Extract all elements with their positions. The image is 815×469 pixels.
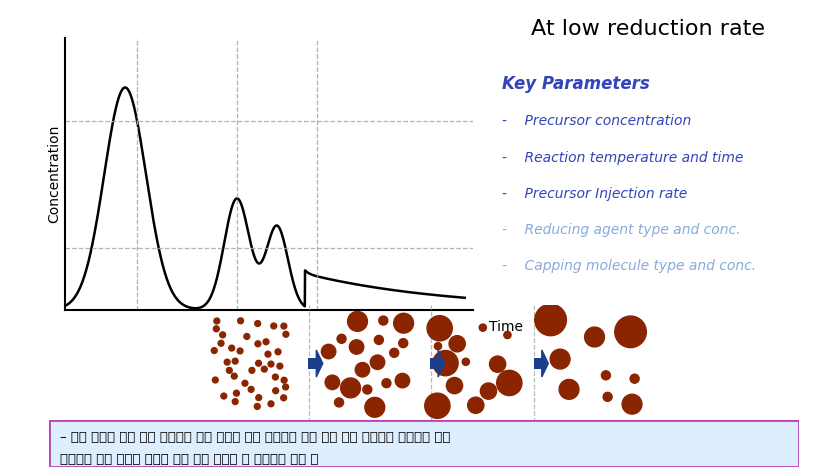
- Circle shape: [630, 374, 639, 383]
- Circle shape: [255, 321, 261, 326]
- Circle shape: [262, 366, 267, 372]
- Circle shape: [468, 397, 484, 413]
- Circle shape: [341, 378, 360, 398]
- Circle shape: [227, 367, 232, 373]
- Circle shape: [425, 393, 450, 418]
- Circle shape: [394, 313, 413, 333]
- Circle shape: [249, 386, 254, 392]
- Circle shape: [603, 393, 612, 401]
- Circle shape: [272, 374, 278, 380]
- Circle shape: [249, 367, 255, 373]
- Circle shape: [601, 371, 610, 380]
- Circle shape: [559, 379, 579, 399]
- Circle shape: [584, 327, 605, 347]
- FancyBboxPatch shape: [430, 358, 438, 369]
- Circle shape: [379, 316, 388, 325]
- Circle shape: [325, 375, 340, 390]
- Circle shape: [434, 342, 442, 350]
- Circle shape: [218, 340, 224, 346]
- Circle shape: [242, 380, 248, 386]
- Circle shape: [550, 349, 570, 369]
- Circle shape: [220, 332, 226, 338]
- Text: -    Capping molecule type and conc.: - Capping molecule type and conc.: [502, 259, 756, 273]
- Circle shape: [244, 333, 249, 340]
- Circle shape: [237, 348, 243, 354]
- Circle shape: [275, 349, 281, 355]
- Circle shape: [347, 311, 368, 331]
- Circle shape: [363, 385, 372, 394]
- Circle shape: [395, 373, 410, 388]
- FancyBboxPatch shape: [49, 420, 799, 467]
- Circle shape: [504, 332, 511, 339]
- Circle shape: [273, 388, 279, 393]
- Circle shape: [490, 356, 506, 372]
- Polygon shape: [438, 350, 444, 377]
- Text: -    Reaction temperature and time: - Reaction temperature and time: [502, 151, 743, 165]
- Circle shape: [265, 351, 271, 357]
- Circle shape: [399, 339, 408, 348]
- Circle shape: [254, 403, 260, 409]
- Circle shape: [280, 395, 287, 401]
- Circle shape: [447, 378, 463, 393]
- Circle shape: [622, 394, 642, 414]
- Circle shape: [479, 324, 487, 331]
- FancyBboxPatch shape: [308, 358, 316, 369]
- Circle shape: [231, 373, 237, 379]
- Circle shape: [255, 341, 261, 347]
- Circle shape: [355, 363, 370, 377]
- Circle shape: [271, 323, 276, 329]
- Circle shape: [281, 323, 287, 329]
- Circle shape: [256, 395, 262, 401]
- Circle shape: [480, 383, 496, 399]
- Text: 입자마다 성장 정도가 다르게 되고 최종 입자는 다 분산성을 띄게 됨: 입자마다 성장 정도가 다르게 되고 최종 입자는 다 분산성을 띄게 됨: [60, 453, 319, 466]
- Text: -    Reducing agent type and conc.: - Reducing agent type and conc.: [502, 223, 740, 237]
- Circle shape: [256, 360, 262, 366]
- Circle shape: [268, 401, 274, 407]
- Text: At low reduction rate: At low reduction rate: [531, 19, 765, 39]
- Circle shape: [365, 397, 385, 417]
- FancyBboxPatch shape: [534, 358, 542, 369]
- Y-axis label: Concentration: Concentration: [47, 124, 61, 223]
- Text: – 여러 단계에 걸쳐 핵이 생성되고 먼저 생성된 핵이 성장하는 동안 다음 핵이 생성되는 과정으로 인해: – 여러 단계에 걸쳐 핵이 생성되고 먼저 생성된 핵이 성장하는 동안 다음…: [60, 431, 451, 445]
- Circle shape: [213, 377, 218, 383]
- Circle shape: [263, 339, 269, 345]
- Circle shape: [382, 378, 391, 388]
- Circle shape: [433, 350, 458, 376]
- Text: -    Precursor concentration: - Precursor concentration: [502, 114, 691, 129]
- Circle shape: [283, 331, 289, 337]
- Circle shape: [462, 358, 469, 365]
- Circle shape: [281, 377, 287, 383]
- Circle shape: [370, 355, 385, 370]
- Circle shape: [449, 336, 465, 352]
- Circle shape: [321, 344, 336, 359]
- Circle shape: [535, 304, 566, 336]
- Circle shape: [238, 318, 244, 324]
- Circle shape: [390, 348, 399, 357]
- Circle shape: [615, 316, 646, 348]
- Circle shape: [221, 393, 227, 399]
- Text: Time: Time: [489, 320, 523, 334]
- Text: -    Precursor Injection rate: - Precursor Injection rate: [502, 187, 687, 201]
- Circle shape: [214, 326, 219, 332]
- Text: Key Parameters: Key Parameters: [502, 75, 650, 93]
- Circle shape: [374, 335, 383, 344]
- Polygon shape: [316, 350, 323, 377]
- Circle shape: [337, 334, 346, 343]
- Circle shape: [335, 398, 344, 407]
- Circle shape: [427, 316, 452, 341]
- Polygon shape: [542, 350, 548, 377]
- Circle shape: [277, 363, 283, 369]
- Circle shape: [232, 358, 238, 364]
- Circle shape: [496, 371, 522, 395]
- Circle shape: [214, 318, 220, 324]
- Circle shape: [268, 361, 274, 367]
- Circle shape: [234, 390, 240, 396]
- Circle shape: [224, 359, 230, 365]
- Circle shape: [283, 384, 289, 390]
- Circle shape: [350, 340, 363, 354]
- Circle shape: [229, 345, 235, 351]
- Circle shape: [232, 399, 238, 404]
- Circle shape: [211, 348, 217, 354]
